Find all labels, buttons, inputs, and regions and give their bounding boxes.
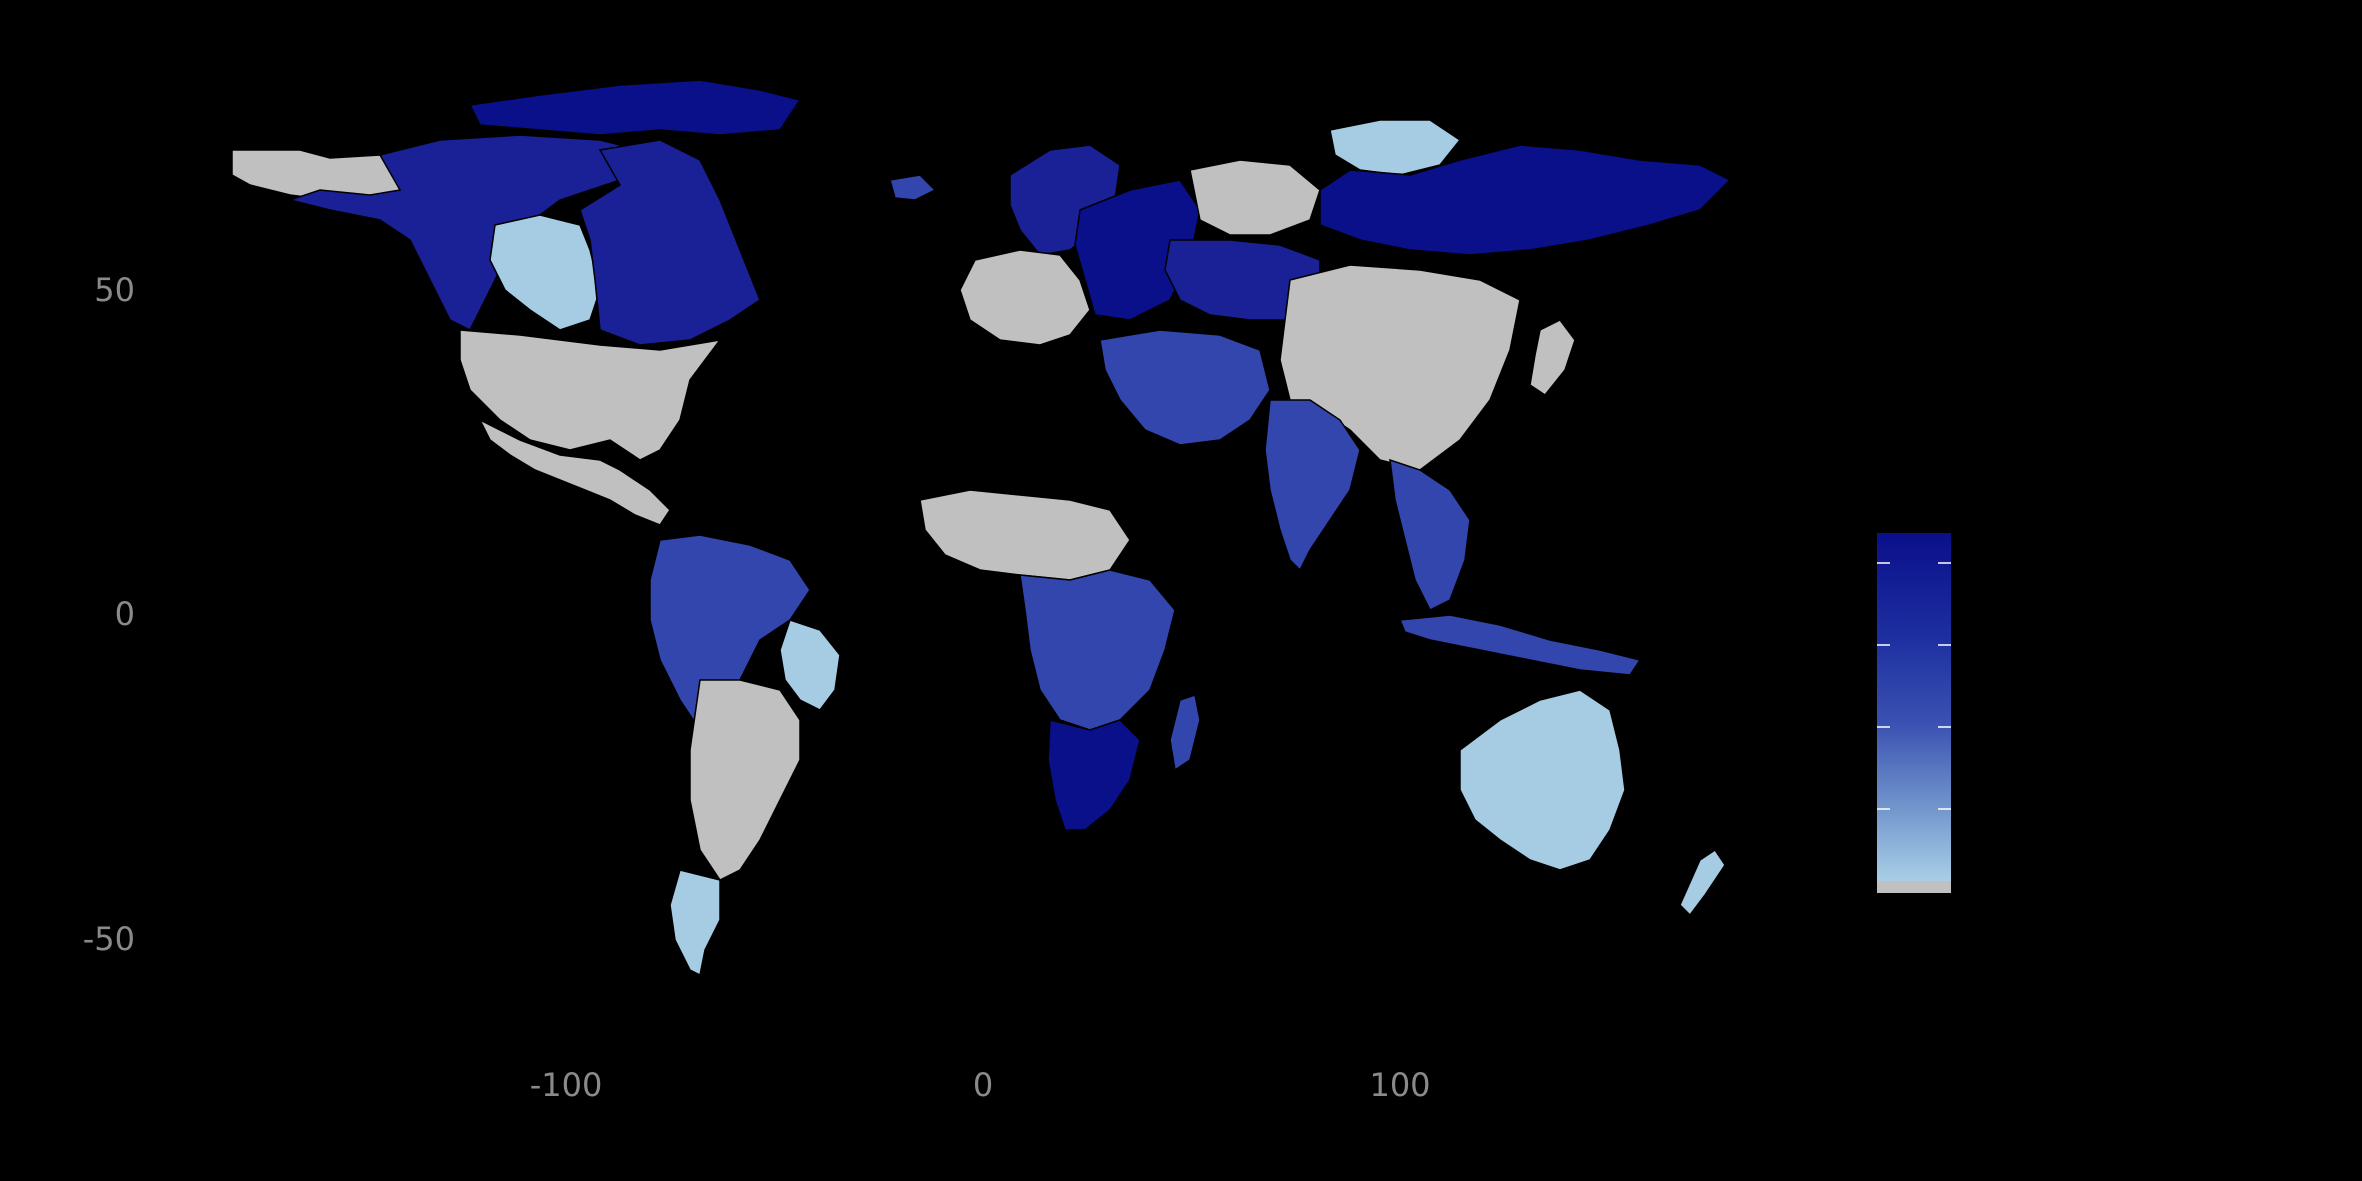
region-middle-east xyxy=(1099,329,1271,446)
map-regions xyxy=(231,79,1732,977)
region-brazil-east xyxy=(779,619,841,711)
region-northwest-canada xyxy=(287,134,642,332)
y-tick-label: 50 xyxy=(94,271,135,309)
region-west-africa xyxy=(919,489,1131,581)
region-eastern-europe xyxy=(1074,179,1201,321)
colorbar-ticks xyxy=(1877,562,1951,810)
region-west-siberia xyxy=(1189,159,1321,236)
x-tick-label: 0 xyxy=(973,1066,993,1104)
region-southern-south-america xyxy=(669,869,721,977)
colorbar-gradient xyxy=(1877,533,1951,881)
region-southeast-asia xyxy=(1389,458,1471,612)
y-tick-label: -50 xyxy=(83,920,135,958)
x-tick-label: 100 xyxy=(1369,1066,1430,1104)
region-madagascar xyxy=(1169,694,1201,772)
region-north-canada-islands xyxy=(468,79,802,136)
region-china-mongolia xyxy=(1279,264,1521,471)
region-japan xyxy=(1529,319,1576,397)
region-eastern-canada xyxy=(579,139,761,346)
y-axis: 50 0 -50 xyxy=(83,271,135,958)
region-central-canada xyxy=(489,214,601,331)
colorbar-legend xyxy=(1877,533,1951,893)
region-southern-africa xyxy=(1047,719,1141,831)
region-new-zealand xyxy=(1679,848,1726,917)
region-western-europe xyxy=(959,249,1091,346)
region-united-states xyxy=(459,329,722,461)
region-east-siberia xyxy=(1319,144,1732,256)
x-tick-label: -100 xyxy=(530,1066,603,1104)
region-mexico-central-america xyxy=(478,418,671,526)
colorbar-na-swatch xyxy=(1877,881,1951,893)
region-central-east-africa xyxy=(1019,569,1176,731)
x-axis: -100 0 100 xyxy=(530,1066,1431,1104)
region-north-siberia xyxy=(1329,119,1462,176)
region-indonesia xyxy=(1398,614,1642,676)
region-central-south-america xyxy=(689,679,801,881)
y-tick-label: 0 xyxy=(115,595,135,633)
region-australia xyxy=(1459,689,1626,871)
region-indian-subcontinent xyxy=(1264,399,1361,572)
region-iceland xyxy=(889,174,937,201)
